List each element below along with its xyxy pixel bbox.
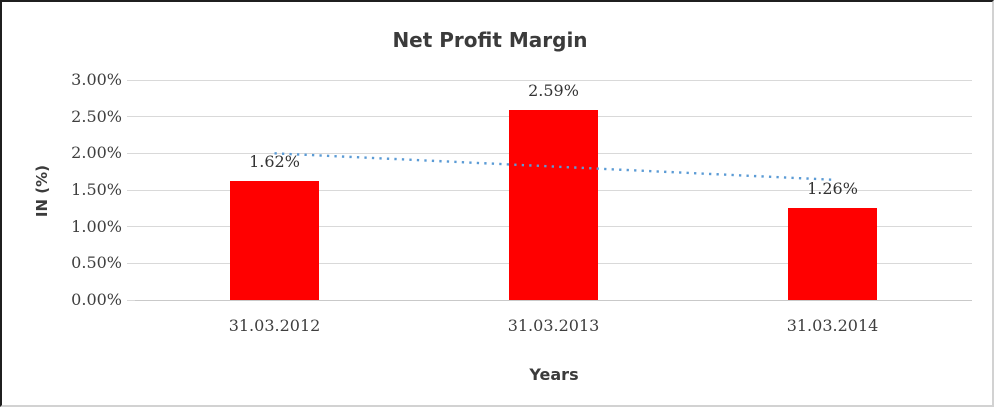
y-tick-label: 2.50% [71,106,122,126]
y-tick-mark [127,262,135,264]
y-tick-mark [127,79,135,81]
y-tick-mark [127,189,135,191]
y-tick-mark [127,299,135,301]
bar [788,207,877,300]
y-tick-label: 0.50% [71,253,122,273]
chart-title: Net Profit Margin [392,28,588,52]
bar-data-label: 2.59% [528,81,579,101]
y-tick-label: 1.50% [71,180,122,199]
y-tick-label: 1.00% [71,216,122,236]
x-tick-label: 31.03.2012 [228,316,321,335]
y-tick-mark [127,116,135,118]
x-tick-label: 31.03.2013 [507,316,600,335]
bar [230,181,319,300]
y-tick-mark [127,226,135,228]
gridline [135,79,972,81]
bar-data-label: 1.26% [807,178,858,198]
x-axis-title: Years [529,365,579,384]
x-axis-line [135,299,972,301]
x-tick-label: 31.03.2014 [786,316,879,335]
y-tick-label: 3.00% [71,70,122,89]
bar [509,110,598,300]
y-tick-mark [127,152,135,154]
bar-data-label: 1.62% [249,152,300,172]
y-tick-label: 2.00% [71,143,122,163]
y-tick-label: 0.00% [71,290,122,309]
